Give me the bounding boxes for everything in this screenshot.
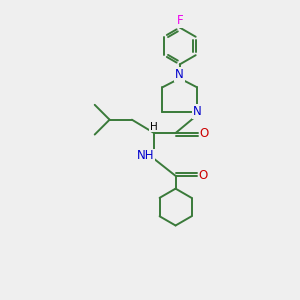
Text: NH: NH — [136, 149, 154, 162]
Text: H: H — [150, 122, 158, 131]
Text: N: N — [193, 105, 201, 118]
Text: O: O — [200, 127, 209, 140]
Text: F: F — [176, 14, 183, 27]
Text: O: O — [199, 169, 208, 182]
Text: N: N — [175, 68, 184, 81]
